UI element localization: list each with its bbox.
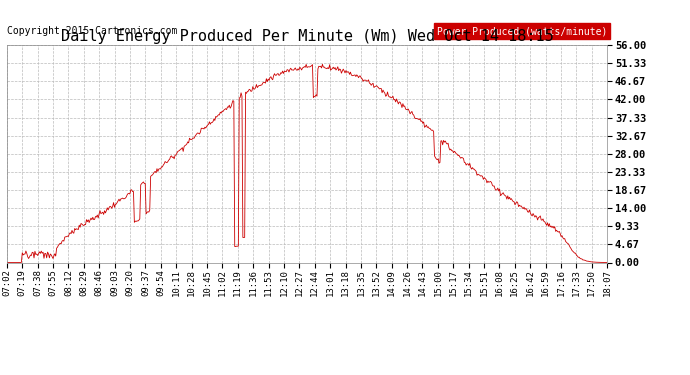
Title: Daily Energy Produced Per Minute (Wm) Wed Oct 14 18:15: Daily Energy Produced Per Minute (Wm) We… bbox=[61, 29, 553, 44]
Text: Copyright 2015 Cartronics.com: Copyright 2015 Cartronics.com bbox=[7, 26, 177, 36]
Text: Power Produced (watts/minute): Power Produced (watts/minute) bbox=[437, 26, 607, 36]
